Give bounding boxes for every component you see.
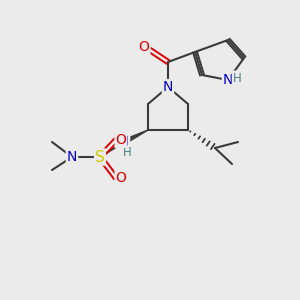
Text: O: O bbox=[116, 171, 126, 185]
Text: O: O bbox=[116, 133, 126, 147]
Text: H: H bbox=[123, 146, 131, 160]
Text: N: N bbox=[119, 135, 129, 149]
Text: N: N bbox=[223, 73, 233, 87]
Text: H: H bbox=[232, 71, 242, 85]
Polygon shape bbox=[123, 130, 148, 144]
Text: N: N bbox=[67, 150, 77, 164]
Text: O: O bbox=[139, 40, 149, 54]
Text: N: N bbox=[163, 80, 173, 94]
Text: S: S bbox=[95, 149, 105, 164]
